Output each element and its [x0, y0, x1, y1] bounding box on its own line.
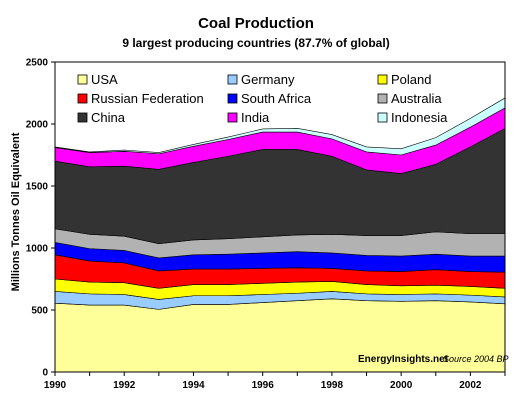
legend-swatch-germany: [227, 74, 238, 85]
legend-swatch-china: [77, 112, 88, 123]
legend-label-germany: Germany: [241, 72, 295, 87]
x-tick-label: 1998: [321, 380, 344, 391]
legend-swatch-usa: [77, 74, 88, 85]
x-tick-label: 2002: [459, 380, 482, 391]
plot-area-frame: [54, 61, 506, 373]
legend-swatch-russian-federation: [77, 93, 88, 104]
y-tick-label: 500: [31, 306, 48, 317]
legend-swatch-india: [227, 112, 238, 123]
chart-title: Coal Production: [198, 15, 314, 32]
legend-label-china: China: [91, 110, 126, 125]
area-series-group: [54, 97, 506, 373]
legend-label-usa: USA: [91, 72, 118, 87]
legend-label-russian-federation: Russian Federation: [91, 91, 204, 106]
y-tick-label: 1500: [26, 182, 49, 193]
source-label: Source 2004 BP: [443, 354, 509, 364]
legend-label-south-africa: South Africa: [241, 91, 312, 106]
x-tick-label: 1994: [182, 380, 205, 391]
legend-label-poland: Poland: [391, 72, 431, 87]
y-tick-label: 1000: [26, 244, 49, 255]
x-axis-ticks: 1990 1992 1994 1996 1998 2000 2002: [44, 372, 506, 391]
y-tick-label: 2000: [26, 120, 49, 131]
y-axis-label: Millions Tonnes Oil Equivalent: [10, 132, 22, 291]
legend-swatch-poland: [377, 74, 388, 85]
legend-label-australia: Australia: [391, 91, 442, 106]
chart-subtitle: 9 largest producing countries (87.7% of …: [122, 36, 389, 50]
legend-swatch-indonesia: [377, 112, 388, 123]
legend: USA Germany Poland Russian Federation South …: [77, 72, 448, 125]
legend-swatch-south-africa: [227, 93, 238, 104]
y-tick-label: 2500: [26, 58, 49, 69]
x-tick-label: 1992: [113, 380, 136, 391]
x-tick-label: 1996: [252, 380, 275, 391]
credit-label: EnergyInsights.net: [358, 354, 449, 365]
x-tick-label: 2000: [390, 380, 413, 391]
y-tick-label: 0: [42, 368, 48, 379]
x-tick-label: 1990: [44, 380, 67, 391]
legend-swatch-australia: [377, 93, 388, 104]
legend-label-india: India: [241, 110, 270, 125]
y-axis-ticks: 0 500 1000 1500 2000 2500: [26, 58, 55, 379]
legend-label-indonesia: Indonesia: [391, 110, 448, 125]
